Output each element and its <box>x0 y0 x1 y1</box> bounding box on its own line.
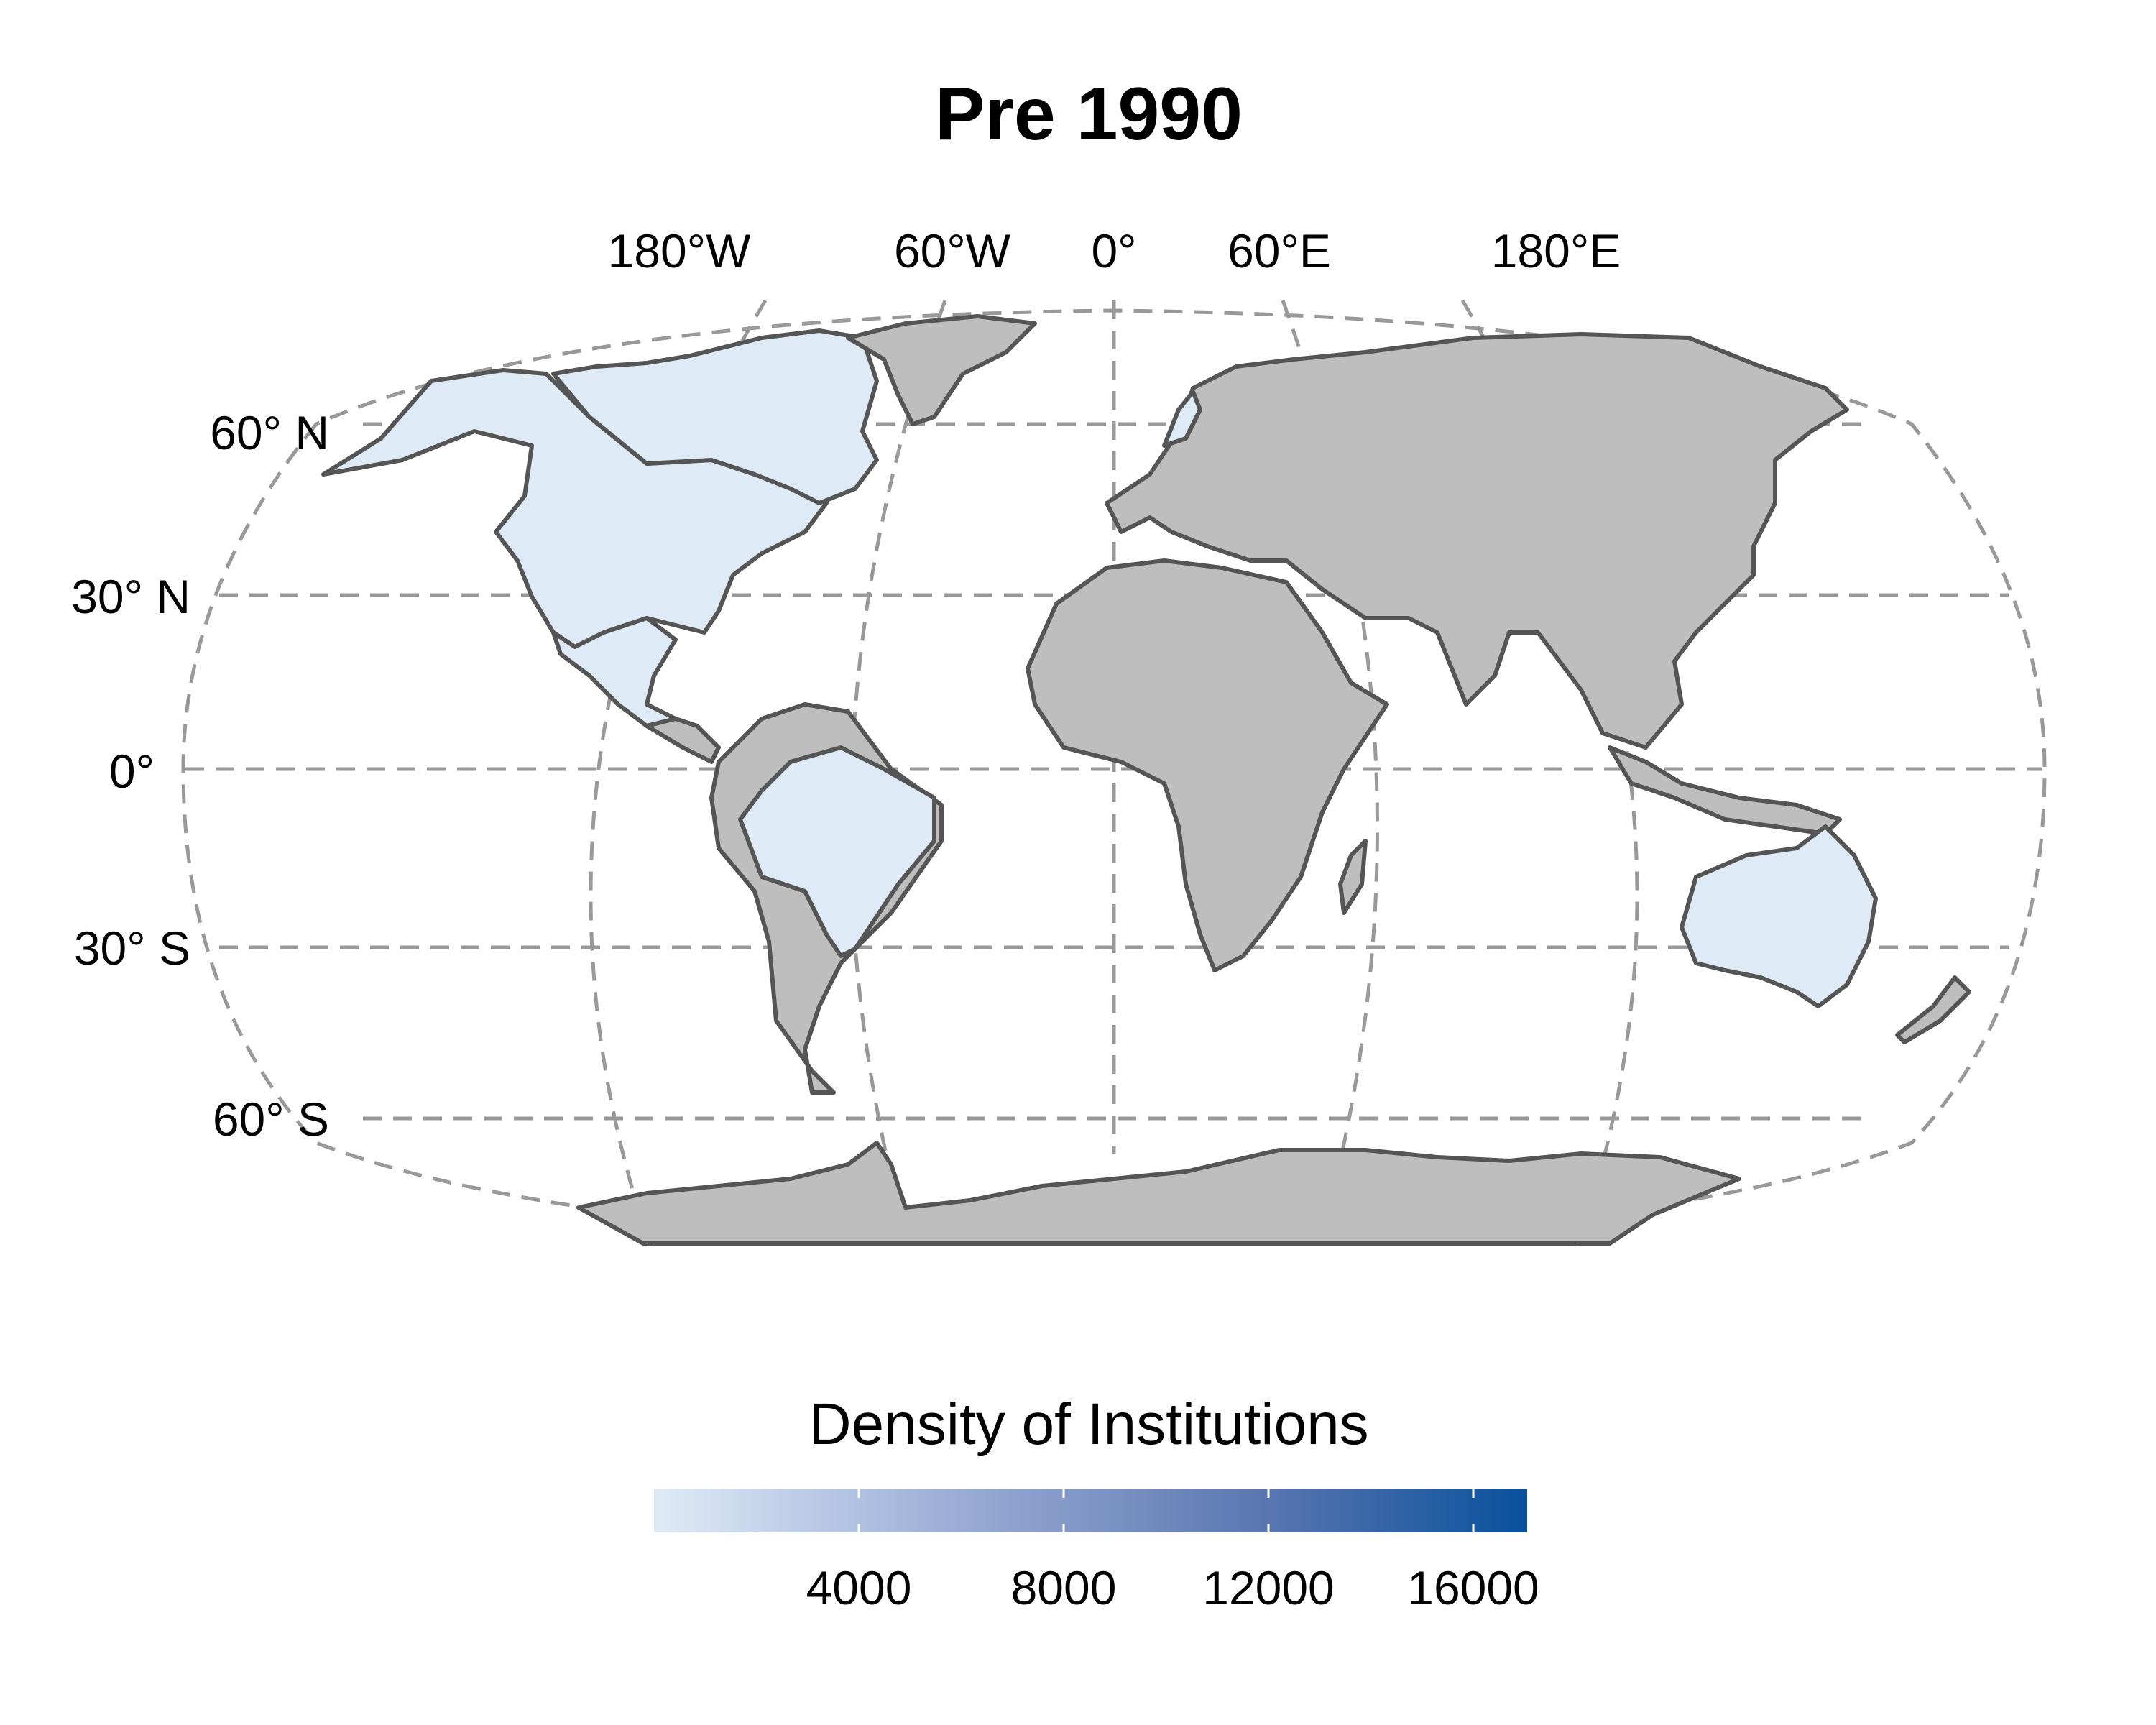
lat-label-30n: 30° N <box>71 570 190 623</box>
graticule-lon-60w <box>849 300 947 1248</box>
legend-colorbar <box>654 1489 1527 1532</box>
longitude-labels: 180°W 60°W 0° 60°E 180°E <box>608 224 1621 277</box>
latitude-labels: 60° N 30° N 0° 30° S 60° S <box>71 406 329 1146</box>
europe-asia <box>1105 332 1849 750</box>
southeast-asia-islands <box>1608 745 1842 836</box>
legend-tick-label-4000: 4000 <box>806 1561 912 1614</box>
graticule-lon-60e <box>1281 300 1379 1248</box>
country-canada <box>551 328 879 505</box>
lon-label-180e: 180°E <box>1491 224 1621 277</box>
new-zealand <box>1895 975 1971 1044</box>
greenland <box>846 314 1037 426</box>
lat-label-60n: 60° N <box>210 406 329 459</box>
country-norway <box>1162 390 1202 448</box>
lat-label-30s: 30° S <box>74 921 190 975</box>
legend-tick-label-16000: 16000 <box>1407 1561 1539 1614</box>
legend: 4000 8000 12000 16000 <box>654 1489 1539 1614</box>
lon-label-60e: 60°E <box>1227 224 1331 277</box>
africa <box>1026 558 1389 972</box>
country-mexico <box>551 616 678 728</box>
lat-label-60s: 60° S <box>213 1092 329 1146</box>
land <box>321 314 1971 1246</box>
central-america <box>645 717 721 764</box>
graticule-outline <box>181 308 2047 1246</box>
lon-label-180w: 180°W <box>608 224 752 277</box>
country-brazil <box>738 745 936 958</box>
map-title: Pre 1990 <box>935 73 1243 156</box>
madagascar <box>1338 839 1368 915</box>
lon-label-60w: 60°W <box>894 224 1011 277</box>
legend-tick-label-12000: 12000 <box>1202 1561 1335 1614</box>
antarctica <box>576 1141 1741 1246</box>
lon-label-0: 0° <box>1091 224 1136 277</box>
legend-tick-marks <box>857 1489 1475 1532</box>
legend-title: Density of Institutions <box>808 1392 1369 1457</box>
legend-tick-label-8000: 8000 <box>1011 1561 1117 1614</box>
lat-label-0: 0° <box>109 745 155 798</box>
country-australia <box>1680 824 1878 1008</box>
